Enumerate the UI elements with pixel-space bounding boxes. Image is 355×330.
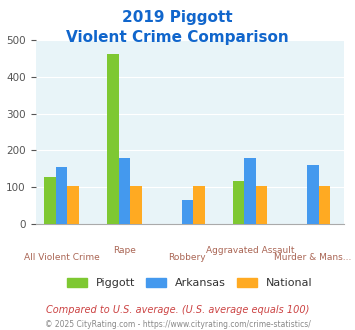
Text: Aggravated Assault: Aggravated Assault: [206, 246, 294, 255]
Bar: [107, 54, 119, 224]
Text: Rape: Rape: [113, 246, 136, 255]
Bar: [307, 165, 319, 224]
Bar: [181, 200, 193, 224]
Text: Murder & Mans...: Murder & Mans...: [274, 253, 352, 262]
Bar: [56, 167, 67, 224]
Bar: [67, 186, 79, 224]
Text: Violent Crime Comparison: Violent Crime Comparison: [66, 30, 289, 45]
Text: © 2025 CityRating.com - https://www.cityrating.com/crime-statistics/: © 2025 CityRating.com - https://www.city…: [45, 320, 310, 329]
Text: 2019 Piggott: 2019 Piggott: [122, 10, 233, 25]
Text: Robbery: Robbery: [169, 253, 206, 262]
Bar: [319, 186, 330, 224]
Bar: [119, 157, 130, 224]
Text: Compared to U.S. average. (U.S. average equals 100): Compared to U.S. average. (U.S. average …: [46, 305, 309, 315]
Bar: [193, 186, 204, 224]
Bar: [256, 186, 267, 224]
Legend: Piggott, Arkansas, National: Piggott, Arkansas, National: [62, 273, 317, 293]
Bar: [44, 177, 56, 224]
Bar: [130, 186, 142, 224]
Bar: [233, 181, 244, 224]
Text: All Violent Crime: All Violent Crime: [24, 253, 99, 262]
Bar: [244, 157, 256, 224]
